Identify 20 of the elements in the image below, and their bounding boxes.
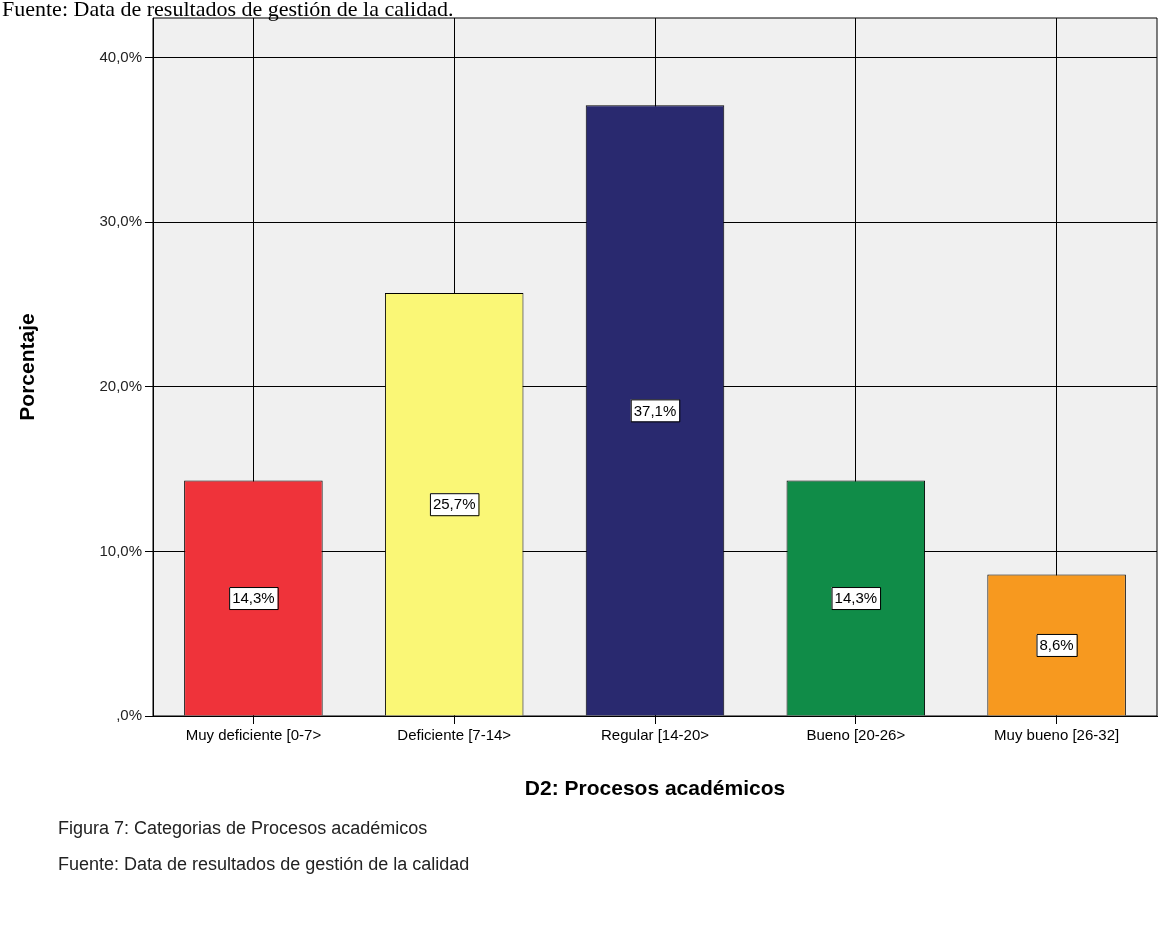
x-tick-label: Muy bueno [26-32] bbox=[994, 726, 1120, 744]
data-label: 8,6% bbox=[1039, 636, 1074, 654]
source-note: Fuente: Data de resultados de gestión de la calidad bbox=[58, 854, 470, 875]
x-axis-title: D2: Procesos académicos bbox=[524, 776, 786, 800]
data-label: 14,3% bbox=[232, 589, 275, 607]
x-tick-label: Deficiente [7-14> bbox=[397, 726, 512, 744]
data-label: 14,3% bbox=[834, 589, 878, 607]
y-tick-label: 40,0% bbox=[99, 47, 142, 65]
y-tick-label: 10,0% bbox=[99, 541, 142, 559]
x-tick-label: Regular [14-20> bbox=[601, 726, 710, 744]
data-label: 25,7% bbox=[432, 495, 476, 513]
y-tick-label: 20,0% bbox=[99, 376, 142, 394]
x-tick-label: Bueno [20-26> bbox=[806, 726, 906, 744]
y-tick-label: 30,0% bbox=[99, 212, 142, 230]
y-tick-label: ,0% bbox=[116, 706, 142, 724]
x-tick-label: Muy deficiente [0-7> bbox=[185, 726, 322, 744]
text: Figura 7: Categorias de Procesos académicos bbox=[58, 818, 428, 839]
annotation: Fuente: Data de resultados de gestión de la calidad. bbox=[2, 0, 454, 22]
y-axis-title: Porcentaje bbox=[15, 313, 39, 421]
data-label: 37,1% bbox=[633, 401, 677, 419]
